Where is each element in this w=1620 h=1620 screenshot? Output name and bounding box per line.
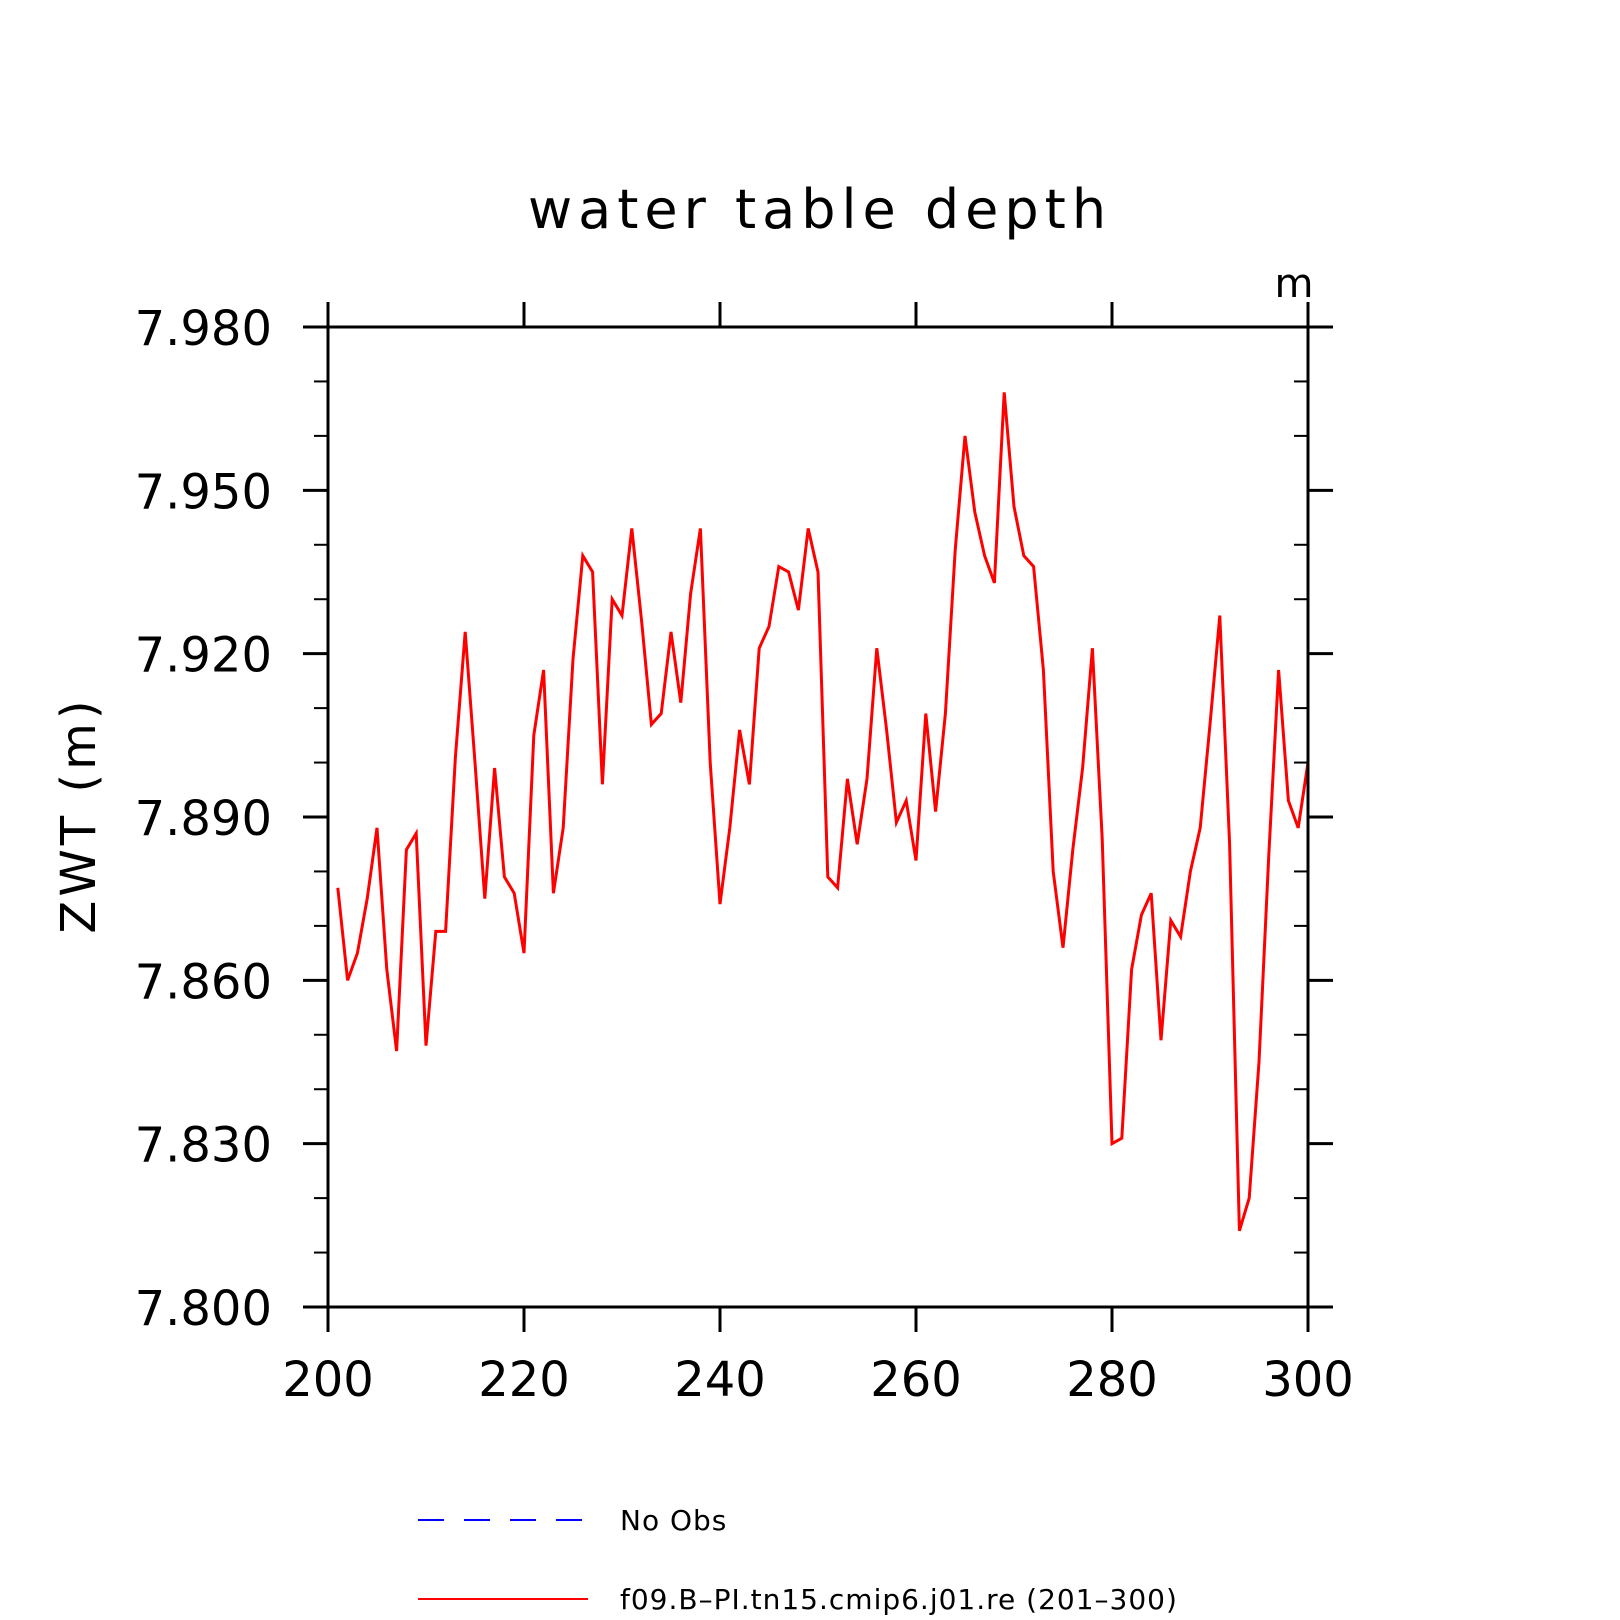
units-label: m bbox=[1275, 261, 1314, 307]
chart-title: water table depth bbox=[528, 178, 1112, 241]
axis-tick-labels: 200 220 240 260 280 300 7.800 7.830 7.860 7.890 7.… bbox=[135, 301, 1354, 1408]
series-layer bbox=[336, 392, 1310, 1232]
x-tick-label: 280 bbox=[1066, 1352, 1158, 1408]
x-tick-label: 220 bbox=[478, 1352, 570, 1408]
x-tick-label: 200 bbox=[282, 1352, 374, 1408]
y-tick-label: 7.800 bbox=[135, 1281, 272, 1337]
legend-label-model: f09.B–PI.tn15.cmip6.j01.re (201–300) bbox=[620, 1583, 1178, 1616]
y-tick-label: 7.830 bbox=[135, 1118, 272, 1174]
y-tick-label: 7.980 bbox=[135, 301, 272, 357]
y-axis-label: ZWT (m) bbox=[51, 696, 107, 933]
legend: No Obs f09.B–PI.tn15.cmip6.j01.re (201–3… bbox=[418, 1504, 1178, 1616]
x-tick-label: 260 bbox=[870, 1352, 962, 1408]
axis-ticks bbox=[303, 302, 1333, 1332]
plot-frame bbox=[326, 325, 1310, 1309]
y-tick-label: 7.860 bbox=[135, 954, 272, 1010]
y-tick-label: 7.890 bbox=[135, 791, 272, 847]
y-tick-label: 7.950 bbox=[135, 464, 272, 520]
x-tick-label: 300 bbox=[1262, 1352, 1354, 1408]
y-tick-label: 7.920 bbox=[135, 628, 272, 684]
legend-label-no-obs: No Obs bbox=[620, 1504, 727, 1537]
x-tick-label: 240 bbox=[674, 1352, 766, 1408]
series-line-0 bbox=[336, 392, 1310, 1232]
